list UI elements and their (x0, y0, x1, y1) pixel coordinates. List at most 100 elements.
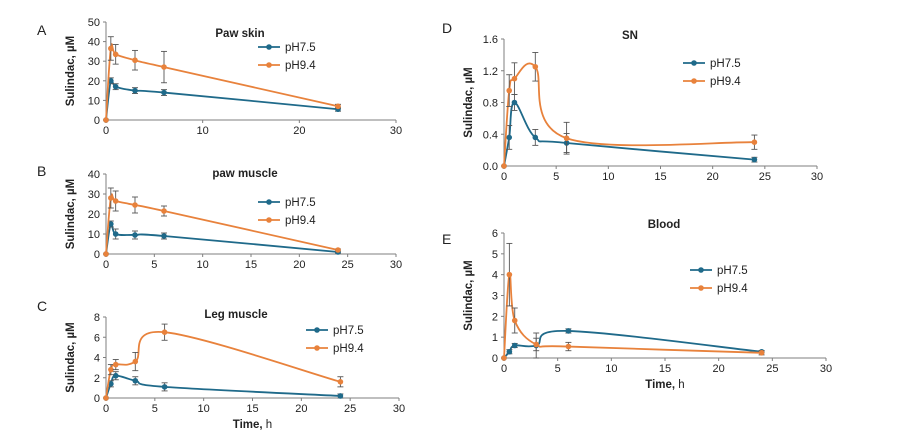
data-point (112, 361, 119, 368)
data-point (758, 349, 765, 356)
x-tick-label: 10 (605, 363, 617, 375)
data-point (108, 45, 114, 52)
x-tick-label: 10 (602, 171, 614, 183)
data-point (751, 139, 758, 145)
data-point (501, 163, 507, 169)
series-ph9-4 (103, 187, 341, 257)
legend-marker (314, 345, 320, 351)
chart-panel-d: D SN 0 5 10 15 20 25 30 0.0 0.4 0.8 1.2 1.6 Sulindac, … (442, 20, 823, 183)
x-tick-label: 5 (553, 171, 559, 183)
series-ph7-5 (103, 220, 341, 257)
legend-label: pH9.4 (333, 343, 364, 355)
legend-label: pH7.5 (333, 325, 364, 337)
data-point (132, 87, 138, 94)
x-tick-label: 10 (198, 403, 210, 415)
legend-entry: pH7.5 (258, 197, 316, 209)
panel-label: E (442, 231, 451, 247)
legend-label: pH7.5 (710, 58, 741, 70)
series-line (503, 273, 762, 359)
x-tick-label: 10 (197, 125, 209, 137)
x-tick-label: 25 (766, 363, 778, 375)
legend-marker (266, 44, 272, 50)
data-point (132, 232, 138, 238)
x-tick-label: 0 (103, 259, 109, 271)
x-tick-label: 5 (151, 259, 157, 271)
data-point (751, 156, 758, 163)
legend-entry: pH9.4 (690, 283, 748, 295)
data-point (108, 366, 114, 373)
x-tick-label: 20 (295, 403, 307, 415)
y-tick-label: 50 (88, 17, 100, 29)
data-point (563, 135, 570, 142)
y-axis-label: Sulindac, µM (65, 179, 77, 250)
data-point (565, 328, 572, 334)
x-tick-label: 20 (713, 363, 725, 375)
y-tick-label: 10 (88, 95, 100, 107)
x-tick-label: 15 (245, 259, 257, 271)
data-point (161, 233, 167, 239)
legend-marker (698, 267, 704, 273)
legend-label: pH9.4 (717, 283, 748, 295)
y-tick-label: 1.6 (483, 34, 498, 46)
chart-title: Blood (648, 219, 681, 231)
x-tick-label: 5 (555, 363, 561, 375)
x-tick-label: 0 (103, 125, 109, 137)
data-point (506, 87, 513, 94)
x-axis-label: Time, h (233, 419, 272, 431)
series-line (105, 222, 339, 255)
x-tick-label: 25 (344, 403, 356, 415)
y-tick-label: 3 (492, 291, 498, 303)
x-tick-label: 25 (342, 259, 354, 271)
legend-label: pH7.5 (285, 197, 316, 209)
legend-marker (314, 327, 320, 333)
y-tick-label: 10 (88, 229, 100, 241)
series-ph7-5 (501, 328, 765, 361)
legend-entry: pH7.5 (683, 58, 741, 70)
legend-marker (266, 62, 272, 68)
y-tick-label: 5 (492, 249, 498, 261)
data-point (108, 221, 114, 227)
panel-label: D (442, 20, 452, 36)
chart-title: Paw skin (215, 28, 264, 40)
y-tick-label: 1 (492, 332, 498, 344)
legend-entry: pH9.4 (306, 343, 364, 355)
panel-label: C (37, 298, 47, 314)
data-point (103, 251, 109, 257)
legend-marker (698, 285, 704, 291)
data-point (132, 202, 138, 208)
x-tick-label: 15 (246, 403, 258, 415)
data-point (103, 395, 109, 401)
y-tick-label: 0 (492, 353, 498, 365)
data-point (506, 134, 513, 141)
data-point (506, 348, 513, 355)
data-point (108, 195, 114, 201)
x-tick-label: 15 (659, 363, 671, 375)
data-point (132, 358, 139, 365)
data-point (161, 384, 168, 390)
series-line (503, 330, 762, 359)
y-tick-label: 1.2 (483, 66, 498, 78)
series-ph9-4 (103, 36, 341, 123)
data-point (108, 78, 114, 84)
x-tick-label: 30 (390, 125, 402, 137)
data-point (112, 51, 119, 58)
x-tick-label: 0 (501, 363, 507, 375)
x-tick-label: 5 (152, 403, 158, 415)
data-point (112, 198, 119, 204)
y-tick-label: 4 (492, 270, 498, 282)
legend-entry: pH7.5 (690, 265, 748, 277)
data-point (511, 317, 518, 324)
y-tick-label: 4 (94, 353, 100, 365)
y-axis-label: Sulindac, µM (65, 322, 77, 393)
series-line (105, 374, 341, 399)
y-tick-label: 0.8 (483, 98, 498, 110)
x-tick-label: 0 (103, 403, 109, 415)
y-tick-label: 30 (88, 56, 100, 68)
x-axis-label: Time, h (645, 379, 684, 391)
x-tick-label: 30 (820, 363, 832, 375)
chart-title: SN (622, 30, 638, 42)
data-point (161, 329, 168, 335)
data-point (511, 342, 518, 349)
